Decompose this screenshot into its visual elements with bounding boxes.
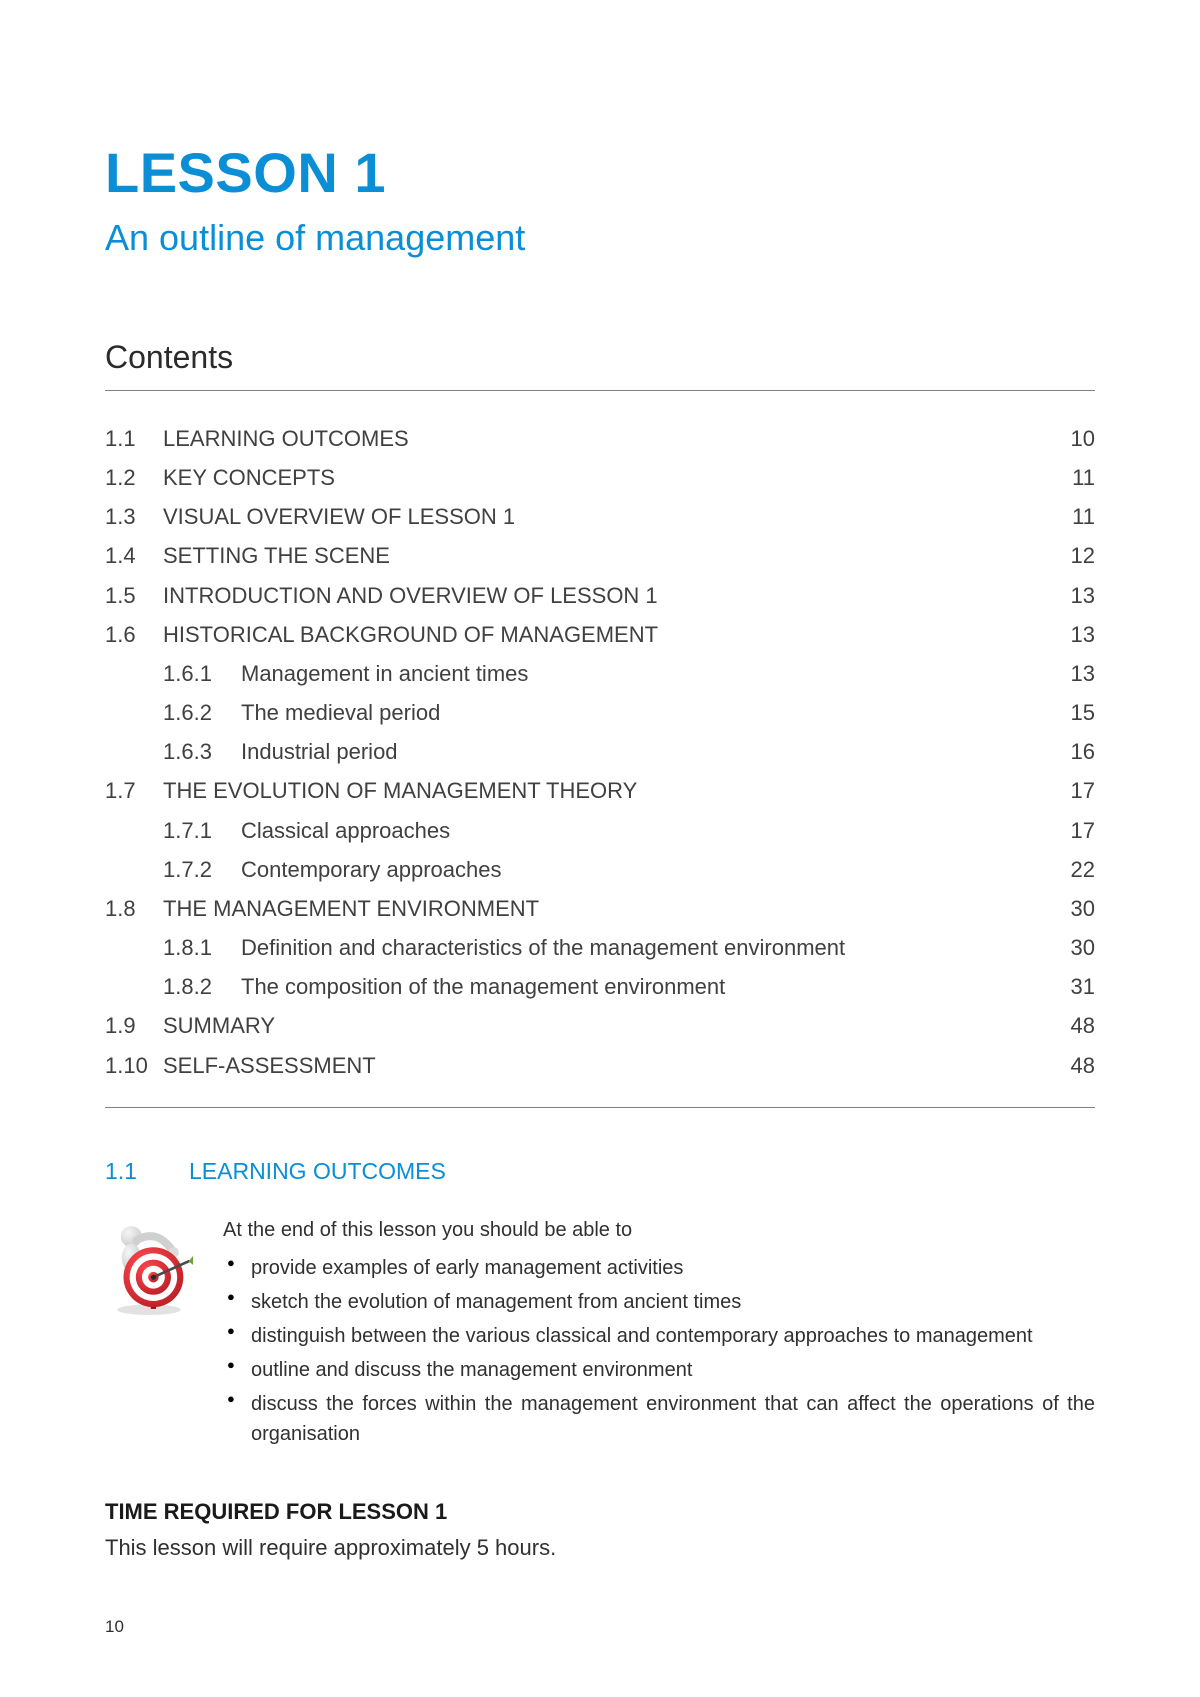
outcome-item: outline and discuss the management envir… <box>223 1355 1095 1385</box>
toc-number: 1.10 <box>105 1046 163 1085</box>
toc-entry: 1.8THE MANAGEMENT ENVIRONMENT30 <box>105 889 1095 928</box>
toc-entry: 1.5INTRODUCTION AND OVERVIEW OF LESSON 1… <box>105 576 1095 615</box>
toc-subtitle: Definition and characteristics of the ma… <box>241 928 1045 967</box>
toc-subentry: 1.6.2The medieval period15 <box>105 693 1095 732</box>
toc-title: KEY CONCEPTS <box>163 458 1045 497</box>
toc-page: 22 <box>1045 850 1095 889</box>
target-icon <box>105 1215 193 1453</box>
toc-page: 15 <box>1045 693 1095 732</box>
toc-number: 1.9 <box>105 1006 163 1045</box>
toc-entry: 1.9SUMMARY48 <box>105 1006 1095 1045</box>
toc-subentry: 1.7.2Contemporary approaches22 <box>105 850 1095 889</box>
outcome-item: provide examples of early management act… <box>223 1253 1095 1283</box>
page-number: 10 <box>105 1617 124 1637</box>
toc-page: 13 <box>1045 654 1095 693</box>
toc-subentry: 1.8.2The composition of the management e… <box>105 967 1095 1006</box>
toc-title: THE MANAGEMENT ENVIRONMENT <box>163 889 1045 928</box>
section-heading-learning-outcomes: 1.1 LEARNING OUTCOMES <box>105 1158 1095 1185</box>
toc-subentry: 1.6.3Industrial period16 <box>105 732 1095 771</box>
toc-page: 31 <box>1045 967 1095 1006</box>
toc-subnumber: 1.7.1 <box>163 811 241 850</box>
toc-number: 1.7 <box>105 771 163 810</box>
toc-number: 1.2 <box>105 458 163 497</box>
time-required-heading: TIME REQUIRED FOR LESSON 1 <box>105 1499 1095 1525</box>
toc-title: INTRODUCTION AND OVERVIEW OF LESSON 1 <box>163 576 1045 615</box>
outcomes-intro: At the end of this lesson you should be … <box>223 1215 1095 1245</box>
lesson-title: LESSON 1 <box>105 140 1095 205</box>
toc-number: 1.1 <box>105 419 163 458</box>
toc-subentry: 1.8.1Definition and characteristics of t… <box>105 928 1095 967</box>
toc-page: 48 <box>1045 1046 1095 1085</box>
toc-subtitle: Management in ancient times <box>241 654 1045 693</box>
toc-entry: 1.2KEY CONCEPTS11 <box>105 458 1095 497</box>
learning-outcomes-text: At the end of this lesson you should be … <box>223 1215 1095 1453</box>
toc-entry: 1.3VISUAL OVERVIEW OF LESSON 111 <box>105 497 1095 536</box>
toc-page: 30 <box>1045 928 1095 967</box>
toc-subnumber: 1.6.3 <box>163 732 241 771</box>
toc-subnumber: 1.8.1 <box>163 928 241 967</box>
lesson-subtitle: An outline of management <box>105 217 1095 259</box>
toc-page: 11 <box>1045 458 1095 497</box>
toc-number: 1.5 <box>105 576 163 615</box>
toc-number: 1.3 <box>105 497 163 536</box>
toc-page: 48 <box>1045 1006 1095 1045</box>
toc-title: HISTORICAL BACKGROUND OF MANAGEMENT <box>163 615 1045 654</box>
toc-subtitle: Classical approaches <box>241 811 1045 850</box>
toc-subtitle: Contemporary approaches <box>241 850 1045 889</box>
toc-subnumber: 1.7.2 <box>163 850 241 889</box>
toc-number: 1.8 <box>105 889 163 928</box>
section-title: LEARNING OUTCOMES <box>189 1158 446 1185</box>
toc-page: 12 <box>1045 536 1095 575</box>
toc-title: SETTING THE SCENE <box>163 536 1045 575</box>
toc-subentry: 1.6.1Management in ancient times13 <box>105 654 1095 693</box>
outcomes-list: provide examples of early management act… <box>223 1253 1095 1449</box>
toc-subnumber: 1.6.2 <box>163 693 241 732</box>
toc-entry: 1.1LEARNING OUTCOMES10 <box>105 419 1095 458</box>
outcome-item: discuss the forces within the management… <box>223 1389 1095 1449</box>
toc-subentry: 1.7.1Classical approaches17 <box>105 811 1095 850</box>
toc-number: 1.4 <box>105 536 163 575</box>
toc-subtitle: The composition of the management enviro… <box>241 967 1045 1006</box>
toc-subnumber: 1.6.1 <box>163 654 241 693</box>
toc-title: SUMMARY <box>163 1006 1045 1045</box>
toc-page: 13 <box>1045 615 1095 654</box>
toc-title: SELF-ASSESSMENT <box>163 1046 1045 1085</box>
toc-entry: 1.7THE EVOLUTION OF MANAGEMENT THEORY17 <box>105 771 1095 810</box>
toc-entry: 1.6HISTORICAL BACKGROUND OF MANAGEMENT13 <box>105 615 1095 654</box>
toc-title: THE EVOLUTION OF MANAGEMENT THEORY <box>163 771 1045 810</box>
outcome-item: distinguish between the various classica… <box>223 1321 1095 1351</box>
toc-subtitle: The medieval period <box>241 693 1045 732</box>
toc-page: 11 <box>1045 497 1095 536</box>
toc-entry: 1.10SELF-ASSESSMENT48 <box>105 1046 1095 1085</box>
toc-number: 1.6 <box>105 615 163 654</box>
toc-subtitle: Industrial period <box>241 732 1045 771</box>
contents-heading: Contents <box>105 339 1095 391</box>
toc-page: 13 <box>1045 576 1095 615</box>
toc-page: 10 <box>1045 419 1095 458</box>
toc-page: 16 <box>1045 732 1095 771</box>
toc-entry: 1.4SETTING THE SCENE12 <box>105 536 1095 575</box>
toc-title: LEARNING OUTCOMES <box>163 419 1045 458</box>
toc-page: 17 <box>1045 771 1095 810</box>
table-of-contents: 1.1LEARNING OUTCOMES101.2KEY CONCEPTS111… <box>105 419 1095 1108</box>
toc-title: VISUAL OVERVIEW OF LESSON 1 <box>163 497 1045 536</box>
learning-outcomes-body: At the end of this lesson you should be … <box>105 1215 1095 1453</box>
toc-page: 17 <box>1045 811 1095 850</box>
time-required-body: This lesson will require approximately 5… <box>105 1535 1095 1561</box>
toc-page: 30 <box>1045 889 1095 928</box>
toc-subnumber: 1.8.2 <box>163 967 241 1006</box>
outcome-item: sketch the evolution of management from … <box>223 1287 1095 1317</box>
section-number: 1.1 <box>105 1158 137 1185</box>
